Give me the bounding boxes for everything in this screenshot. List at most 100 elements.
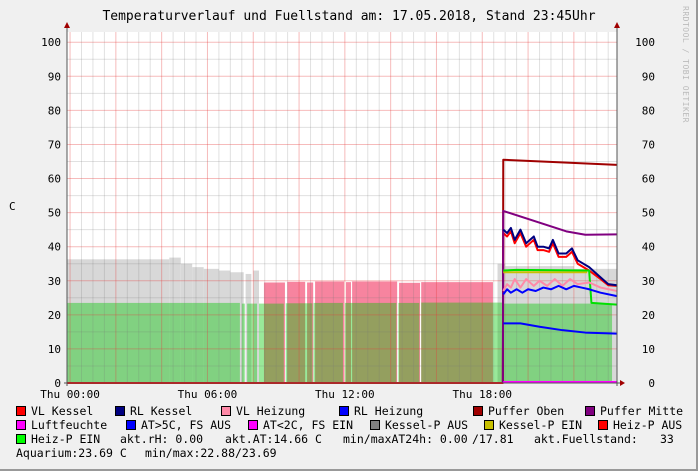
grey-area-block (218, 270, 231, 383)
watermark: RRDTOOL / TOBI OETIKER (681, 6, 690, 123)
x-tick-label: Thu 00:00 (40, 388, 100, 401)
legend-swatch (484, 420, 494, 430)
legend-item: Luftfeuchte (16, 419, 107, 432)
legend-label: Puffer Mitte (600, 404, 684, 418)
y-tick-label-right: 20 (642, 309, 655, 322)
legend-item: AT<2C, FS EIN (248, 419, 353, 432)
green-area-block (258, 303, 284, 383)
legend-label: RL Kessel (130, 404, 193, 418)
legend-item: VL Heizung (221, 405, 305, 418)
y-tick-label-left: 30 (48, 275, 61, 288)
x-tick-label: Thu 18:00 (452, 388, 512, 401)
legend-stat: akt.AT:14.66 C (225, 432, 322, 446)
legend-item: Heiz-P AUS (598, 419, 682, 432)
x-tick-label: Thu 06:00 (178, 388, 238, 401)
pink-area-block (352, 281, 398, 383)
series-line-puffer-mitte (501, 209, 618, 384)
legend-stat: akt.Fuellstand: (534, 432, 638, 446)
green-area-block (313, 302, 343, 383)
y-tick-label-left: 90 (48, 70, 61, 83)
legend-item: AT>5C, FS AUS (126, 419, 231, 432)
series-line-vl-heizung (502, 278, 618, 292)
green-area-block (398, 302, 420, 383)
green-area-block (421, 302, 504, 383)
legend-swatch (248, 420, 258, 430)
series-line-vl-kessel (67, 230, 618, 384)
series-line-heiz-p-ein (503, 268, 618, 306)
legend-label: AT>5C, FS AUS (141, 418, 232, 432)
legend-stat: akt.rH: 0.00 (120, 432, 204, 446)
y-tick-label-left: 0 (54, 377, 61, 390)
legend-item: Puffer Oben (473, 405, 564, 418)
legend-swatch (598, 420, 608, 430)
legend-stat: min/max:22.88/23.69 (145, 446, 277, 460)
y-tick-label-right: 70 (642, 138, 655, 151)
series-line-at-5c-fs-aus (503, 322, 618, 335)
legend-item: Heiz-P EIN (16, 433, 100, 446)
legend-label: AT<2C, FS EIN (263, 418, 354, 432)
legend-stat: 33 (660, 432, 674, 446)
legend-stat: Aquarium:23.69 C (16, 446, 127, 460)
legend-label: Kessel-P EIN (499, 418, 583, 432)
x-tick-label: Thu 12:00 (315, 388, 375, 401)
grey-area-block (169, 257, 181, 383)
pink-area-block (399, 282, 421, 383)
legend-swatch (370, 420, 380, 430)
legend-swatch (16, 434, 26, 444)
y-tick-label-right: 40 (642, 241, 655, 254)
legend-item: Kessel-P AUS (370, 419, 468, 432)
legend-swatch (339, 406, 349, 416)
right-axis-arrow-icon (614, 22, 620, 28)
legend-label: VL Kessel (31, 404, 94, 418)
legend-label: Luftfeuchte (31, 418, 108, 432)
grey-area-block (180, 263, 193, 383)
legend-swatch (473, 406, 483, 416)
legend-swatch (221, 406, 231, 416)
grey-area-block (67, 259, 170, 383)
legend-label: Heiz-P EIN (31, 432, 101, 446)
legend-stat: /17.81 (472, 432, 514, 446)
grey-area-block (192, 267, 204, 383)
grey-area-block (253, 270, 259, 383)
green-area-block (247, 303, 258, 383)
pink-area-block (315, 281, 345, 383)
y-tick-label-right: 60 (642, 173, 655, 186)
y-tick-label-left: 10 (48, 343, 61, 356)
legend-stat: min/maxAT24h: 0.00 (343, 432, 468, 446)
y-tick-label-left: 70 (48, 138, 61, 151)
grey-area-block (203, 268, 219, 383)
grey-area-block (245, 273, 252, 383)
y-tick-label-right: 30 (642, 275, 655, 288)
grey-area-block (230, 272, 244, 383)
legend-item: RL Heizung (339, 405, 423, 418)
y-tick-label-right: 90 (642, 70, 655, 83)
left-axis-arrow-icon (64, 22, 70, 28)
green-area-block (241, 303, 245, 383)
y-tick-label-right: 100 (635, 36, 655, 49)
pink-area-block (263, 282, 285, 383)
legend-swatch (126, 420, 136, 430)
y-tick-label-right: 0 (648, 377, 655, 390)
legend-swatch (16, 406, 26, 416)
chart-title: Temperaturverlauf und Fuellstand am: 17.… (102, 9, 596, 24)
y-tick-label-left: 40 (48, 241, 61, 254)
series-line-rl-kessel (502, 226, 618, 287)
y-tick-label-left: 100 (41, 36, 61, 49)
green-area-block (285, 303, 313, 383)
y-tick-label-right: 10 (642, 343, 655, 356)
y-tick-label-left: 50 (48, 207, 61, 220)
legend-label: RL Heizung (354, 404, 424, 418)
y-tick-label-right: 50 (642, 207, 655, 220)
pink-area-block (421, 282, 493, 383)
green-area-block (344, 302, 397, 383)
pink-area-block (307, 282, 314, 383)
legend-swatch (16, 420, 26, 430)
legend-item: VL Kessel (16, 405, 93, 418)
legend-label: VL Heizung (236, 404, 306, 418)
legend-label: Puffer Oben (488, 404, 565, 418)
y-axis-label: C (9, 200, 16, 213)
green-area-block (503, 303, 613, 383)
pink-area-block (346, 282, 351, 383)
grey-area-block (497, 263, 506, 383)
